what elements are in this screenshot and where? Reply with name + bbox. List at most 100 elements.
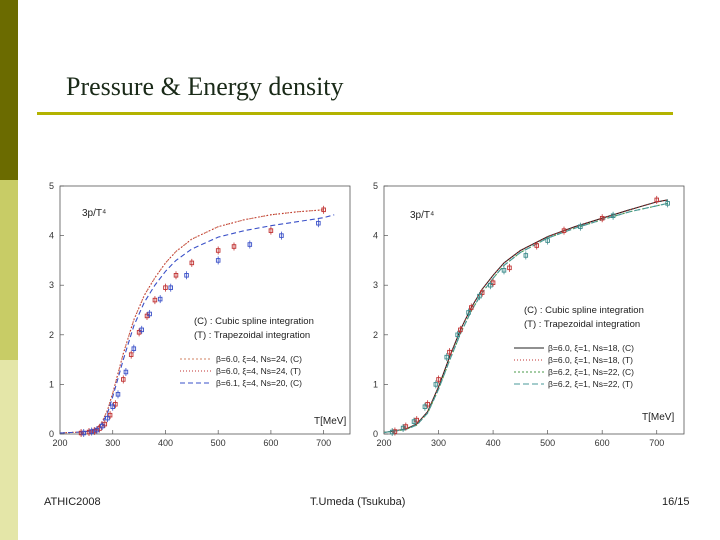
data-point-blue	[99, 423, 105, 429]
right-pressure-chart: 200 300 400 500 600 700 0 1 2 3 4 5 3p/T⁴ T[MeV] (C) :…	[373, 181, 685, 448]
data-point-teal	[400, 425, 406, 431]
footer-center: T.Umeda (Tsukuba)	[310, 496, 406, 508]
page-number: 16/15	[662, 496, 690, 508]
x-tick-label: 300	[431, 438, 446, 448]
legend-entry: β=6.0, ξ=1, Ns=18, (C)	[548, 343, 634, 353]
y-axis-label: 3p/T⁴	[410, 210, 434, 221]
y-tick-label: 5	[373, 181, 378, 191]
x-tick-label: 200	[52, 438, 67, 448]
data-point-red	[173, 273, 179, 278]
legend-note: (T) : Trapezoidal integration	[194, 330, 310, 341]
data-point-red	[107, 412, 113, 418]
left-pressure-chart: 200 300 400 500 600 700 0 1 2 3 4 5 3p/T⁴ T[MeV] (C) :…	[49, 181, 351, 448]
data-point-red	[121, 377, 126, 382]
title-rule	[37, 112, 673, 115]
side-bar-top	[0, 0, 18, 180]
data-point-teal	[578, 224, 583, 229]
data-point-red	[447, 349, 452, 355]
data-point-red	[321, 207, 326, 213]
data-point-red	[436, 377, 441, 382]
data-point-red	[78, 430, 84, 436]
data-point-red	[561, 228, 567, 233]
page-current: 16	[662, 496, 675, 508]
data-point-red	[469, 305, 474, 310]
y-axis-label: 3p/T⁴	[82, 208, 106, 219]
series-line-2	[383, 199, 668, 434]
x-tick-label: 200	[376, 438, 391, 448]
x-tick-label: 500	[211, 438, 226, 448]
series-line-1	[383, 199, 668, 434]
y-tick-label: 2	[49, 330, 54, 340]
data-point-red	[599, 215, 605, 221]
side-bar-mid	[0, 180, 18, 360]
x-tick-label: 400	[158, 438, 173, 448]
legend-note: (C) : Cubic spline integration	[524, 305, 644, 316]
x-axis-label: T[MeV]	[642, 412, 674, 423]
data-point-blue	[81, 430, 86, 436]
data-point-red	[654, 197, 659, 203]
data-point-red	[507, 265, 512, 271]
data-point-red	[163, 285, 168, 290]
data-point-blue	[168, 285, 173, 290]
y-tick-label: 0	[373, 429, 378, 439]
legend-note: (C) : Cubic spline integration	[194, 316, 314, 327]
legend-entry: β=6.0, ξ=4, Ns=24, (C)	[216, 354, 302, 364]
data-point-red	[534, 243, 539, 248]
data-point-teal	[665, 201, 670, 206]
legend-entry: β=6.1, ξ=4, Ns=20, (C)	[216, 378, 302, 388]
data-point-red	[152, 297, 158, 303]
y-tick-label: 0	[49, 429, 54, 439]
x-tick-label: 700	[316, 438, 331, 448]
data-point-blue	[279, 233, 284, 238]
x-tick-label: 300	[105, 438, 120, 448]
x-tick-label: 700	[649, 438, 664, 448]
data-point-red	[128, 352, 134, 357]
data-point-teal	[523, 253, 529, 258]
data-point-red	[268, 228, 274, 233]
y-tick-label: 5	[49, 181, 54, 191]
plot-frame	[383, 185, 685, 435]
data-point-blue	[157, 296, 163, 302]
y-tick-label: 3	[49, 280, 54, 290]
x-tick-label: 400	[486, 438, 501, 448]
data-point-blue	[89, 429, 94, 434]
data-point-blue	[215, 258, 221, 263]
data-point-teal	[389, 429, 395, 435]
data-point-blue	[184, 273, 189, 278]
data-point-teal	[444, 354, 449, 360]
data-point-red	[490, 280, 496, 285]
legend-entry: β=6.0, ξ=1, Ns=18, (T)	[548, 355, 633, 365]
data-point-blue	[94, 427, 100, 433]
data-point-teal	[466, 310, 471, 315]
data-point-red	[215, 248, 221, 253]
data-point-blue	[105, 415, 110, 421]
x-tick-label: 600	[263, 438, 278, 448]
y-tick-label: 3	[373, 280, 378, 290]
data-point-red	[113, 401, 118, 407]
data-point-red	[425, 401, 430, 407]
footer-left: ATHIC2008	[44, 496, 101, 508]
data-point-blue	[110, 404, 115, 409]
series-line-1	[59, 209, 324, 434]
data-point-teal	[433, 382, 439, 387]
data-point-blue	[247, 242, 253, 247]
data-point-blue	[123, 369, 129, 375]
x-axis-label: T[MeV]	[314, 416, 346, 427]
data-point-teal	[455, 332, 460, 338]
y-tick-label: 2	[373, 330, 378, 340]
y-tick-label: 1	[373, 379, 378, 389]
slide-title: Pressure & Energy density	[66, 72, 344, 101]
data-point-teal	[610, 213, 616, 219]
data-point-teal	[422, 404, 428, 409]
data-point-blue	[115, 392, 121, 397]
legend-entry: β=6.0, ξ=4, Ns=24, (T)	[216, 366, 301, 376]
series-line-3	[383, 202, 668, 434]
y-tick-label: 4	[49, 231, 54, 241]
y-tick-label: 4	[373, 231, 378, 241]
data-point-blue	[139, 327, 144, 333]
data-point-teal	[411, 419, 417, 424]
data-point-teal	[545, 238, 550, 243]
y-tick-label: 1	[49, 379, 54, 389]
side-bar-bottom	[0, 360, 18, 540]
plot-frame	[59, 185, 351, 435]
